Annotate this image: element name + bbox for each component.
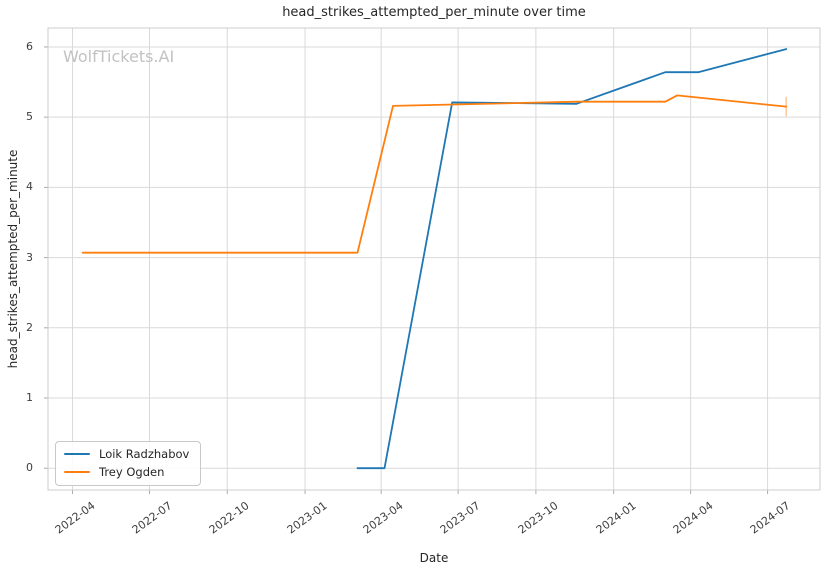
y-tick-label: 5 (26, 110, 33, 124)
series-lines-group (81, 48, 788, 470)
series-line-trey-ogden (81, 94, 788, 254)
y-tick-label: 3 (26, 250, 33, 264)
x-axis-label: Date (419, 551, 449, 565)
plot-border (47, 27, 821, 491)
legend-swatch (64, 471, 90, 473)
legend-item: Loik Radzhabov (64, 447, 189, 461)
y-tick-label: 6 (26, 39, 33, 53)
y-tick-label: 4 (26, 180, 33, 194)
y-tick-label: 0 (26, 461, 33, 475)
legend-label: Loik Radzhabov (99, 447, 190, 461)
watermark: WolfTickets.AI (63, 47, 175, 66)
legend-item: Trey Ogden (64, 465, 189, 479)
legend: Loik Radzhabov Trey Ogden (55, 441, 202, 486)
chart-title: head_strikes_attempted_per_minute over t… (282, 5, 586, 20)
y-tick-label: 1 (26, 391, 33, 405)
series-line-loik-radzhabov (356, 48, 788, 470)
legend-swatch (64, 453, 90, 455)
legend-label: Trey Ogden (99, 465, 165, 479)
y-tick-label: 2 (26, 320, 33, 334)
